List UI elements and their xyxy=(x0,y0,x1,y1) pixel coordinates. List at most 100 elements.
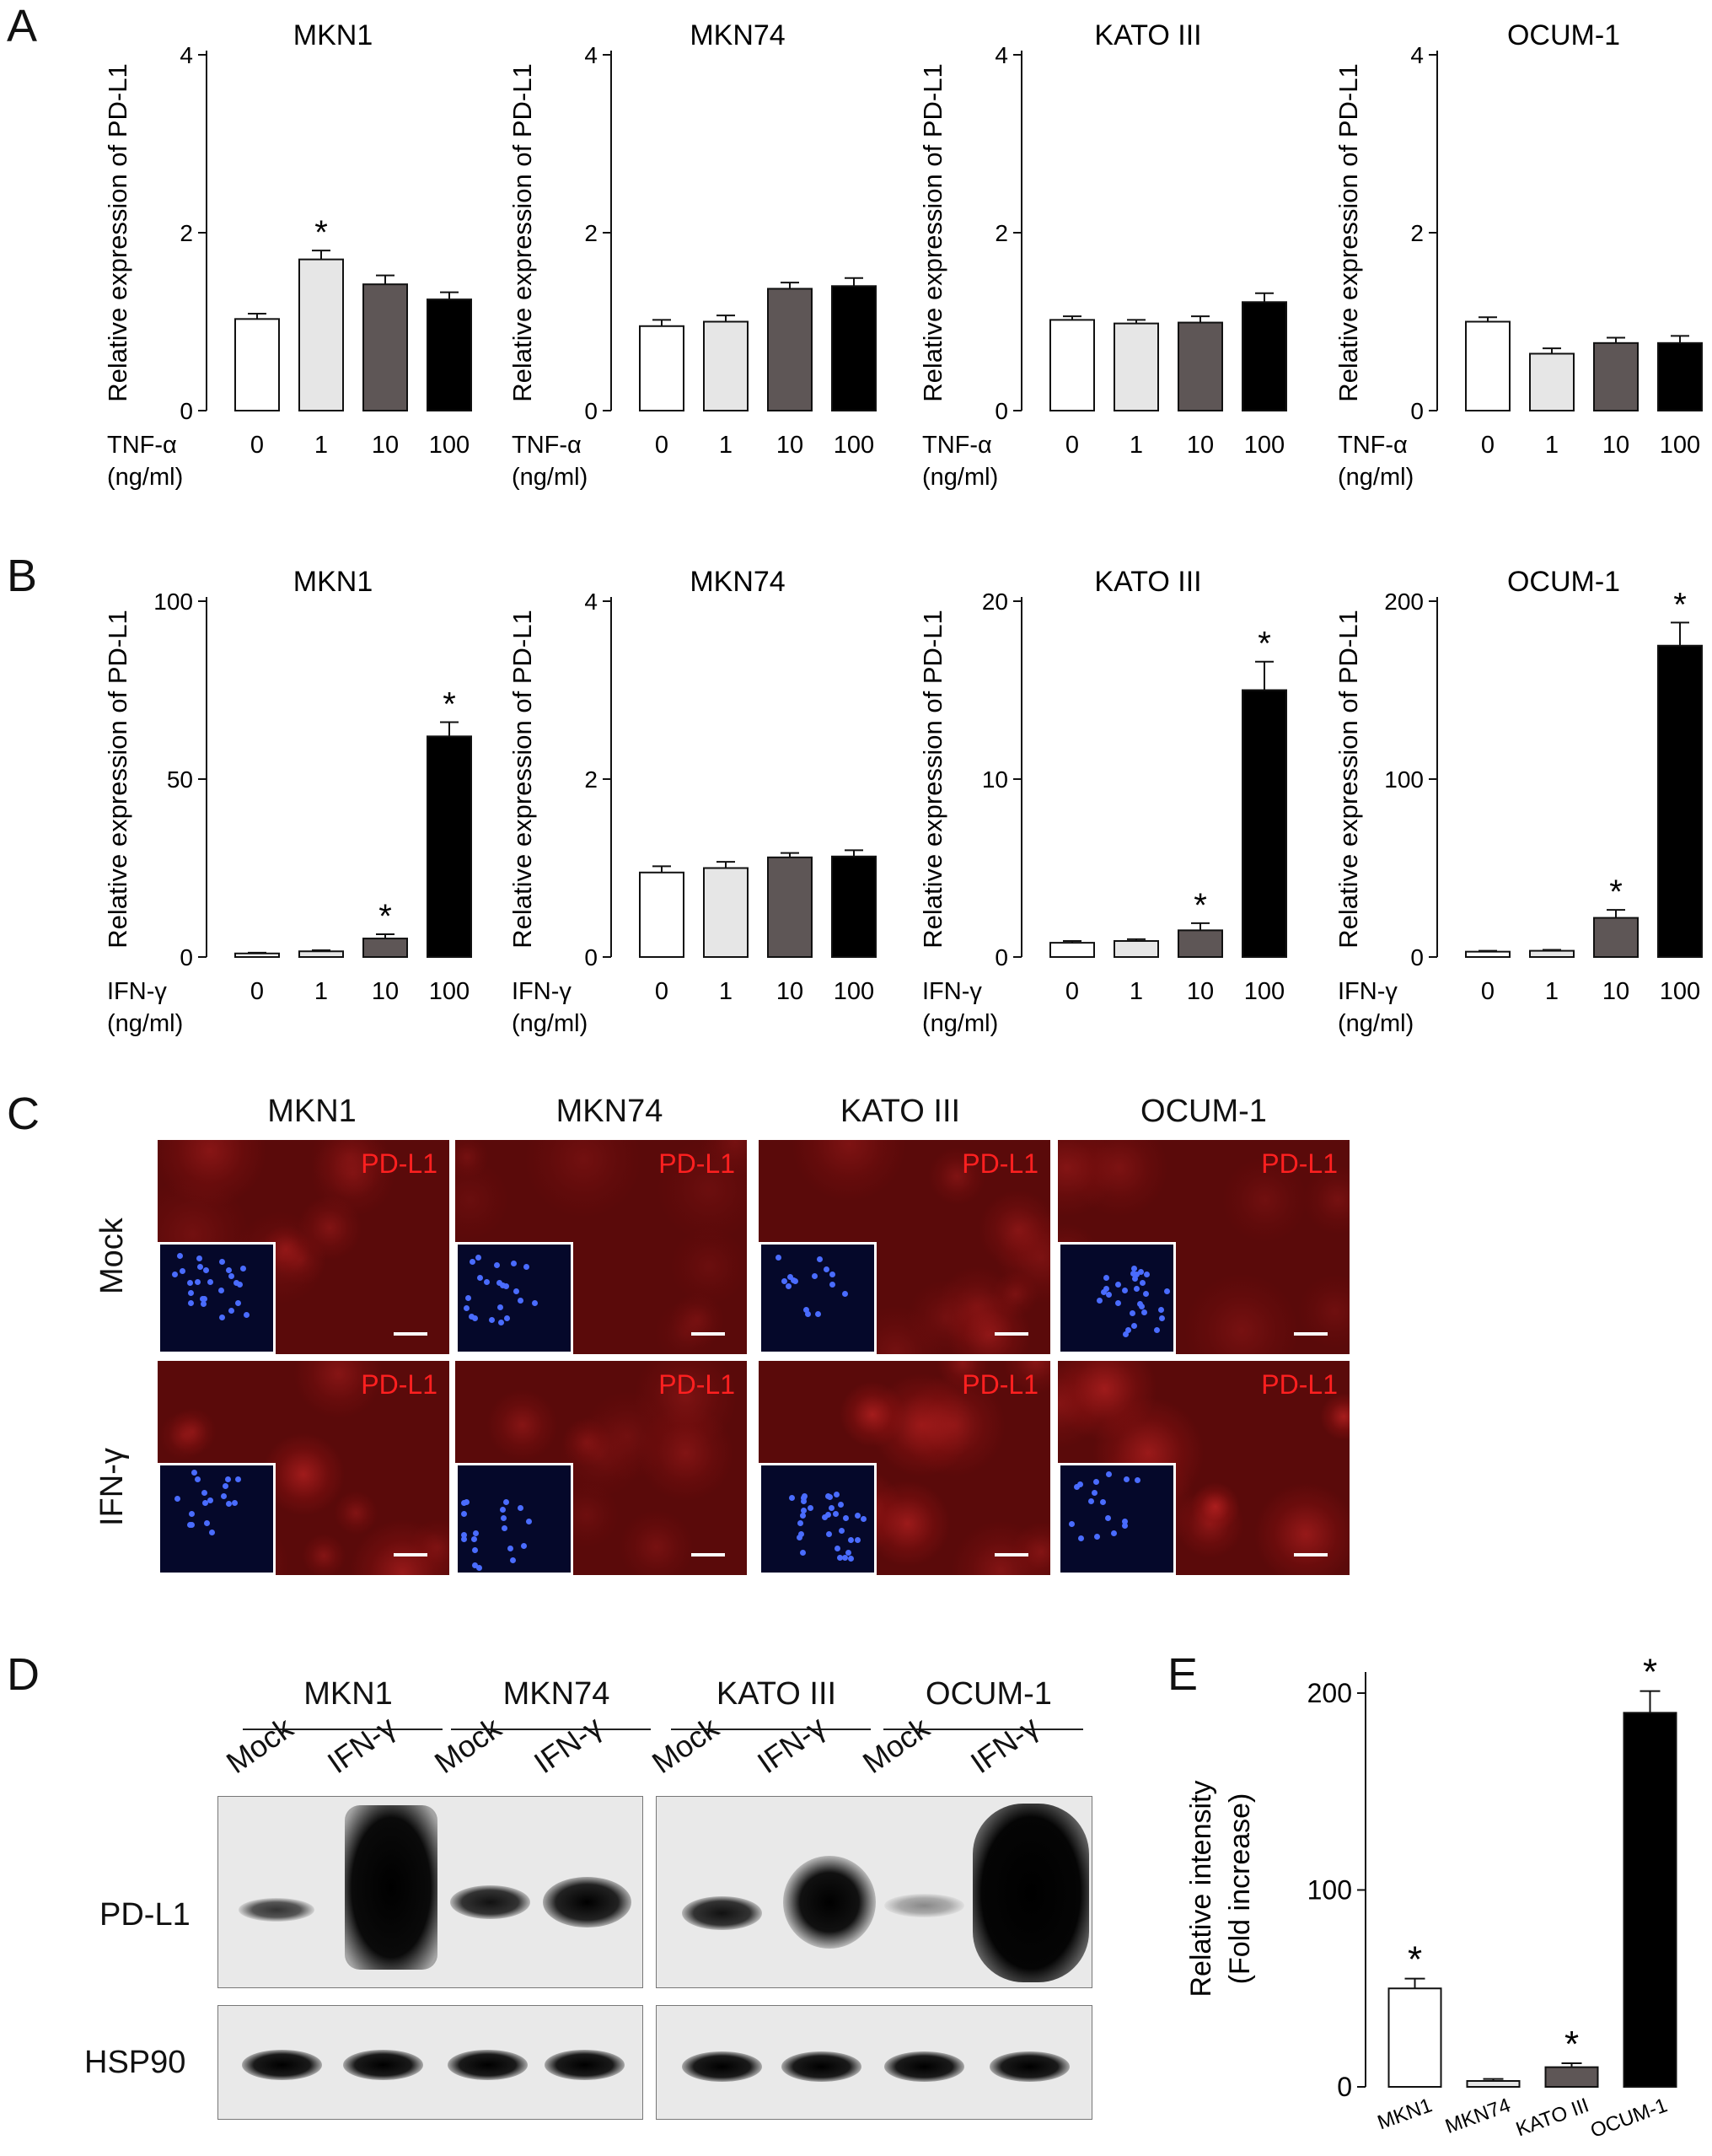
y-tick-label: 2 xyxy=(584,766,598,793)
nucleus-dot xyxy=(520,1543,527,1550)
nucleus-dot xyxy=(1153,1327,1160,1334)
significance-asterisk: * xyxy=(1258,626,1271,663)
band xyxy=(545,2050,625,2080)
chart-title: KATO III xyxy=(1094,19,1201,51)
y-axis-label: Relative expression of PD-L1 xyxy=(1334,63,1363,401)
significance-asterisk: * xyxy=(1564,2024,1579,2065)
x-tick-label: 0 xyxy=(1065,432,1079,459)
nucleus-dot xyxy=(801,1507,808,1514)
nucleus-dot xyxy=(497,1320,504,1326)
nucleus-dot xyxy=(207,1279,214,1286)
significance-asterisk: * xyxy=(314,214,328,251)
y-axis-label: Relative expression of PD-L1 xyxy=(507,63,537,401)
y-tick-label: 50 xyxy=(167,766,193,793)
nucleus-dot xyxy=(833,1491,840,1497)
y-tick-label: 4 xyxy=(584,589,598,615)
nucleus-dot xyxy=(201,1490,207,1497)
nucleus-dot xyxy=(1097,1298,1103,1304)
bar xyxy=(1466,2079,1521,2089)
y-tick-label: 0 xyxy=(995,944,1008,970)
nucleus-dot xyxy=(200,1300,207,1307)
x-tick-label: 10 xyxy=(1187,432,1214,459)
nucleus-dot xyxy=(1106,1471,1113,1478)
bar xyxy=(362,938,408,959)
panel-letter-c: C xyxy=(7,1089,40,1139)
nucleus-dot xyxy=(804,1310,811,1317)
nucleus-dot xyxy=(222,1482,228,1489)
nucleus-dot xyxy=(196,1255,203,1261)
nucleus-dot xyxy=(848,1536,855,1543)
y-tick-label: 0 xyxy=(584,398,598,424)
bar xyxy=(1529,949,1575,958)
bar xyxy=(1657,341,1703,412)
x-axis-unit: (ng/ml) xyxy=(512,464,588,491)
nucleus-dot xyxy=(1122,1523,1129,1530)
nucleus-dot xyxy=(464,1305,470,1312)
nucleus-dot xyxy=(1073,1484,1080,1491)
panel-letter-e: E xyxy=(1167,1649,1199,1700)
nucleus-dot xyxy=(225,1267,232,1274)
bar xyxy=(639,871,684,959)
x-tick-label: 1 xyxy=(719,432,733,459)
nucleus-dot xyxy=(477,1275,484,1282)
nucleus-dot xyxy=(1136,1300,1143,1307)
y-tick-label: 4 xyxy=(1410,42,1424,68)
x-axis-label: TNF-α xyxy=(922,432,992,459)
x-tick-label: 10 xyxy=(1602,978,1629,1005)
y-axis-label-unit: (Fold increase) xyxy=(1224,1793,1256,1985)
x-tick-label: 100 xyxy=(834,432,874,459)
nucleus-dot xyxy=(854,1512,861,1519)
x-tick-label: 10 xyxy=(372,978,399,1005)
nucleus-dot xyxy=(235,1476,242,1483)
group-title: OCUM-1 xyxy=(926,1676,1052,1712)
x-axis-label: IFN-γ xyxy=(1338,978,1398,1005)
nucleus-dot xyxy=(786,1283,792,1290)
bar xyxy=(234,318,280,411)
nucleus-dot xyxy=(797,1531,804,1538)
nucleus-dot xyxy=(208,1529,215,1535)
bar xyxy=(234,952,280,959)
bar xyxy=(1387,1987,1442,2088)
marker-label: PD-L1 xyxy=(361,1148,437,1179)
nucleus-dot xyxy=(493,1261,500,1268)
scale-bar xyxy=(1294,1332,1328,1336)
y-tick-label: 2 xyxy=(995,220,1008,246)
nucleus-dot xyxy=(790,1277,797,1283)
group-underline xyxy=(451,1729,651,1730)
nucleus-dot xyxy=(1091,1489,1098,1496)
nucleus-dot xyxy=(1159,1315,1166,1321)
fluorescence-tile: PD-L1 xyxy=(757,1138,1052,1356)
x-tick-label: 1 xyxy=(1130,432,1143,459)
x-axis-unit: (ng/ml) xyxy=(922,1010,998,1037)
nucleus-dot xyxy=(848,1555,855,1562)
nucleus-dot xyxy=(796,1535,802,1541)
bar xyxy=(1465,950,1511,959)
y-axis-label: Relative expression of PD-L1 xyxy=(507,610,537,948)
nucleus-dot xyxy=(187,1290,194,1297)
nucleus-dot xyxy=(1093,1533,1100,1540)
nucleus-dot xyxy=(829,1505,835,1512)
x-tick-label: 10 xyxy=(372,432,399,459)
bar xyxy=(703,320,749,411)
nucleus-dot xyxy=(1142,1291,1149,1298)
dapi-inset xyxy=(1058,1242,1176,1354)
nucleus-dot xyxy=(1103,1274,1109,1281)
bar xyxy=(1465,320,1511,411)
chart-title: OCUM-1 xyxy=(1507,19,1620,51)
nucleus-dot xyxy=(826,1531,833,1538)
x-tick-label: 100 xyxy=(1244,978,1285,1005)
nucleus-dot xyxy=(510,1260,517,1266)
y-tick-label: 0 xyxy=(1410,944,1424,970)
bar xyxy=(1049,319,1095,412)
nucleus-dot xyxy=(845,1549,852,1556)
y-axis-label: Relative expression of PD-L1 xyxy=(103,610,132,948)
band xyxy=(682,2051,762,2082)
bar xyxy=(427,735,472,958)
scale-bar xyxy=(394,1553,427,1557)
nucleus-dot xyxy=(503,1282,510,1289)
nucleus-dot xyxy=(1068,1520,1075,1527)
x-tick-label: 1 xyxy=(1545,432,1559,459)
nucleus-dot xyxy=(816,1256,823,1263)
nucleus-dot xyxy=(502,1524,508,1531)
x-tick-label: 0 xyxy=(655,978,668,1005)
